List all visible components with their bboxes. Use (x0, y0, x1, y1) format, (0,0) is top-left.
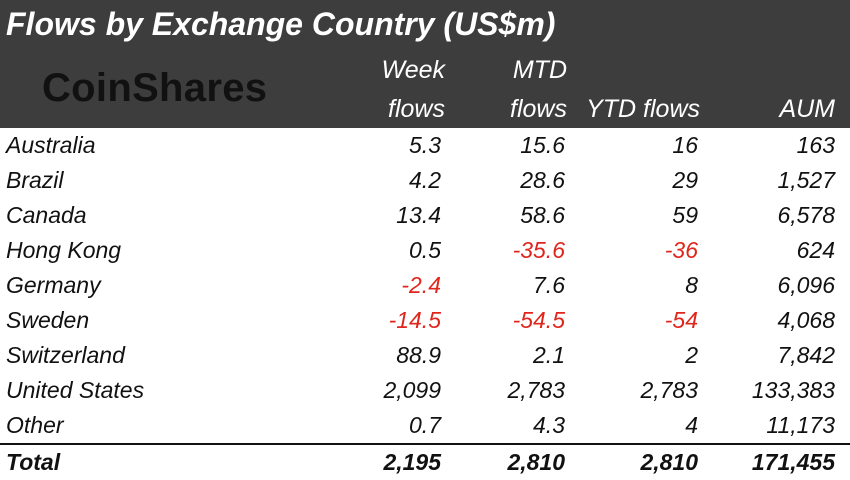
country-label: Germany (6, 272, 101, 298)
ytd-value-cell: 59 (672, 202, 698, 228)
mtd-value-cell: 28.6 (520, 167, 565, 193)
aum-value-cell: 7,842 (777, 342, 835, 368)
aum-value-cell: 163 (796, 132, 835, 158)
week-value-cell: 13.4 (396, 202, 441, 228)
mtd-value-cell: 2,783 (507, 377, 565, 403)
mtd-value-cell: 4.3 (533, 412, 565, 438)
table-row: Canada 13.4 58.6 59 6,578 (0, 198, 850, 233)
table-row: Brazil 4.2 28.6 29 1,527 (0, 163, 850, 198)
mtd-value-cell: -35.6 (512, 237, 565, 263)
ytd-value-cell: 2,810 (640, 449, 698, 475)
table-row: Germany -2.4 7.6 8 6,096 (0, 268, 850, 303)
week-value-cell: 88.9 (396, 342, 441, 368)
week-value-cell: 2,195 (383, 449, 441, 475)
ytd-value-cell: 16 (672, 132, 698, 158)
total-label: Total (6, 449, 61, 475)
column-header-week-line1: Week (381, 56, 445, 84)
mtd-value-cell: 58.6 (520, 202, 565, 228)
country-label: Switzerland (6, 342, 125, 368)
table-row: Hong Kong 0.5 -35.6 -36 624 (0, 233, 850, 268)
week-value-cell: -14.5 (388, 307, 441, 333)
mtd-value-cell: 15.6 (520, 132, 565, 158)
week-value-cell: 0.5 (409, 237, 441, 263)
mtd-value-cell: 2,810 (507, 449, 565, 475)
column-header-mtd-line1: MTD (512, 56, 567, 84)
ytd-value-cell: -54 (664, 307, 698, 333)
aum-value-cell: 624 (796, 237, 835, 263)
week-value-cell: 2,099 (383, 377, 441, 403)
table-title: Flows by Exchange Country (US$m) (6, 6, 556, 42)
country-label: Canada (6, 202, 87, 228)
ytd-value-cell: 4 (685, 412, 698, 438)
aum-value-cell: 4,068 (777, 307, 835, 333)
aum-value-cell: 171,455 (751, 449, 835, 475)
ytd-value-cell: 2,783 (640, 377, 698, 403)
table-row: Sweden -14.5 -54.5 -54 4,068 (0, 303, 850, 338)
table-header: Flows by Exchange Country (US$m) CoinSha… (0, 0, 850, 128)
table-row: Switzerland 88.9 2.1 2 7,842 (0, 338, 850, 373)
table-row: Australia 5.3 15.6 16 163 (0, 128, 850, 163)
week-value-cell: -2.4 (401, 272, 441, 298)
mtd-value-cell: -54.5 (512, 307, 565, 333)
column-header-mtd-line2: flows (510, 95, 567, 123)
mtd-value-cell: 7.6 (533, 272, 565, 298)
week-value-cell: 5.3 (409, 132, 441, 158)
column-header-aum: AUM (779, 95, 835, 123)
aum-value-cell: 6,578 (777, 202, 835, 228)
aum-value-cell: 133,383 (751, 377, 835, 403)
country-label: United States (6, 377, 145, 403)
total-divider (0, 443, 850, 445)
country-label: Brazil (6, 167, 64, 193)
aum-value-cell: 1,527 (777, 167, 835, 193)
country-label: Sweden (6, 307, 90, 333)
column-header-ytd: YTD flows (586, 95, 700, 123)
coinshares-logo: CoinShares (42, 66, 268, 110)
table-row: Other 0.7 4.3 4 11,173 (0, 408, 850, 443)
table-row: United States 2,099 2,783 2,783 133,383 (0, 373, 850, 408)
aum-value-cell: 6,096 (777, 272, 835, 298)
country-label: Other (6, 412, 64, 438)
week-value-cell: 4.2 (409, 167, 441, 193)
aum-value-cell: 11,173 (766, 412, 835, 438)
week-value-cell: 0.7 (409, 412, 441, 438)
ytd-value-cell: 2 (685, 342, 698, 368)
ytd-value-cell: 29 (672, 167, 698, 193)
ytd-value-cell: 8 (685, 272, 698, 298)
mtd-value-cell: 2.1 (533, 342, 565, 368)
country-label: Hong Kong (6, 237, 122, 263)
total-row: Total 2,195 2,810 2,810 171,455 (0, 445, 850, 480)
table-body: Australia 5.3 15.6 16 163 Brazil 4.2 28.6 29 1,52… (0, 128, 850, 480)
column-header-week-line2: flows (388, 95, 445, 123)
country-label: Australia (6, 132, 96, 158)
ytd-value-cell: -36 (664, 237, 698, 263)
